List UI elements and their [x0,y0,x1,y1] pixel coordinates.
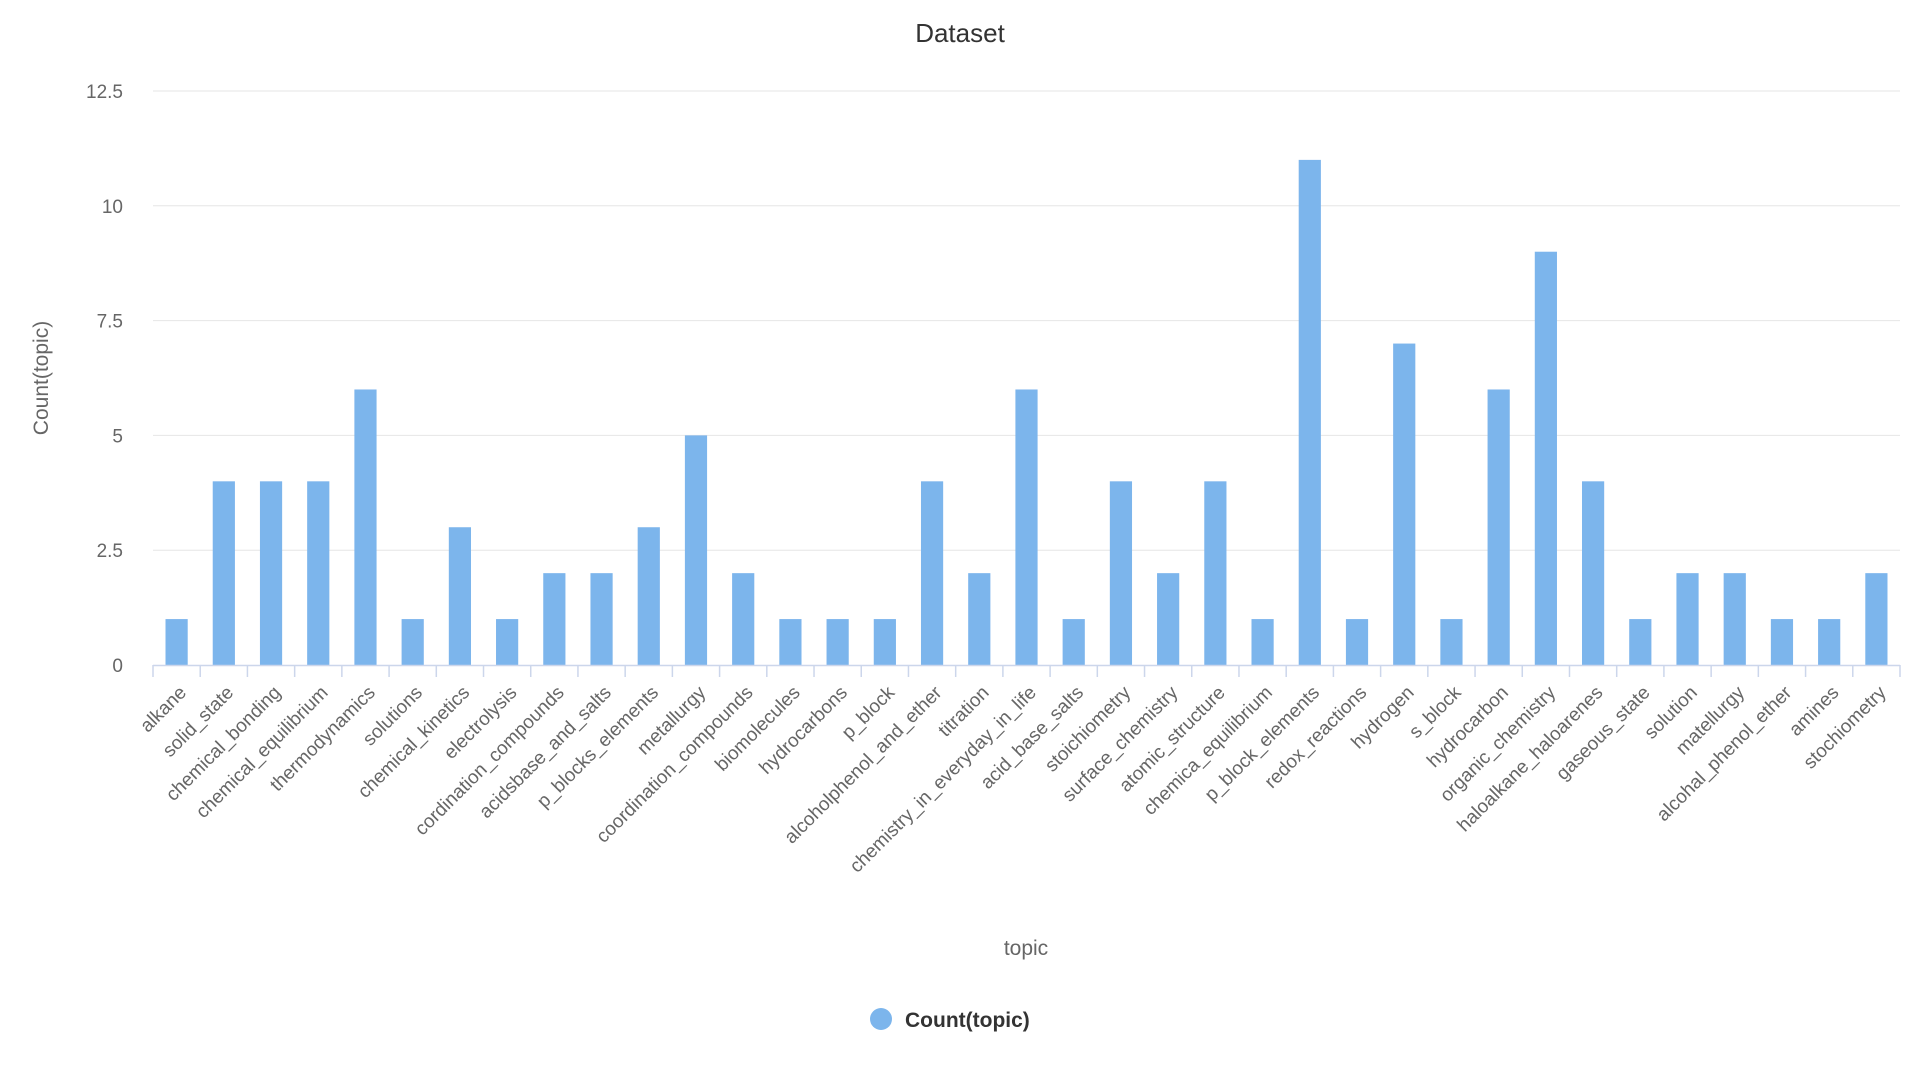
bar-s-block [1440,619,1463,665]
bar-organic-chemistry [1534,251,1557,665]
bar-chemistry-in-everyday-in-life [1015,389,1038,665]
y-tick-label: 12.5 [86,82,123,103]
x-axis-title: topic [1004,937,1048,960]
legend-label: Count(topic) [905,1009,1030,1032]
bar-gaseous-state [1629,619,1652,665]
y-tick-label: 0 [112,656,123,677]
bar-p-blocks-elements [637,527,660,665]
bar-stoichiometry [1109,481,1133,665]
bar-p-block [873,619,896,665]
bar-electrolysis [496,619,519,665]
bar-hydrocarbon [1487,389,1510,665]
bar-alkane [165,619,188,665]
bar-thermodynamics [354,389,377,665]
bar-coordination-compounds [732,573,755,665]
bar-haloalkane-haloarenes [1581,481,1605,665]
bar-titration [968,573,991,665]
bar-alcoholphenol-and-ether [920,481,944,665]
bar-hydrocarbons [826,619,849,665]
bar-biomolecules [779,619,802,665]
bar-matellurgy [1723,573,1746,665]
y-tick-label: 5 [112,426,123,447]
legend-symbol [870,1008,892,1030]
y-tick-label: 2.5 [97,541,123,562]
bar-alcohal-phenol-ether [1770,619,1794,665]
legend-item[interactable]: Count(topic) [870,1008,1030,1032]
grid-lines [153,90,1900,551]
y-axis-title: Count(topic) [30,321,53,435]
bar-acidsbase-and-salts [590,573,613,665]
y-tick-label: 7.5 [97,312,123,333]
bar-chemical-bonding [259,481,283,665]
chart-title: Dataset [915,18,1005,48]
bar-p-block-elements [1298,159,1321,665]
bar-metallurgy [684,435,708,665]
bar-chemical-equilibrium [307,481,330,665]
bar-chemica-equilibrium [1251,619,1274,665]
y-axis-tick-labels: 0 2.5 5 7.5 10 12.5 [86,82,123,677]
bar-cordination-compounds [543,573,566,665]
bar-solution [1676,573,1699,665]
bar-acid-base-salts [1062,619,1085,665]
bar-series [165,159,1888,665]
bar-redox-reactions [1345,619,1369,665]
bar-solutions [401,619,424,665]
bar-chemical-kinetics [448,527,472,665]
y-tick-label: 10 [102,197,123,218]
bar-solid-state [212,481,235,665]
x-axis-ticks [152,665,1901,677]
bar-atomic-structure [1204,481,1227,665]
bar-hydrogen [1393,343,1416,665]
bar-surface-chemistry [1157,573,1180,665]
bar-amines [1818,619,1841,665]
bar-stochiometry [1865,573,1888,665]
